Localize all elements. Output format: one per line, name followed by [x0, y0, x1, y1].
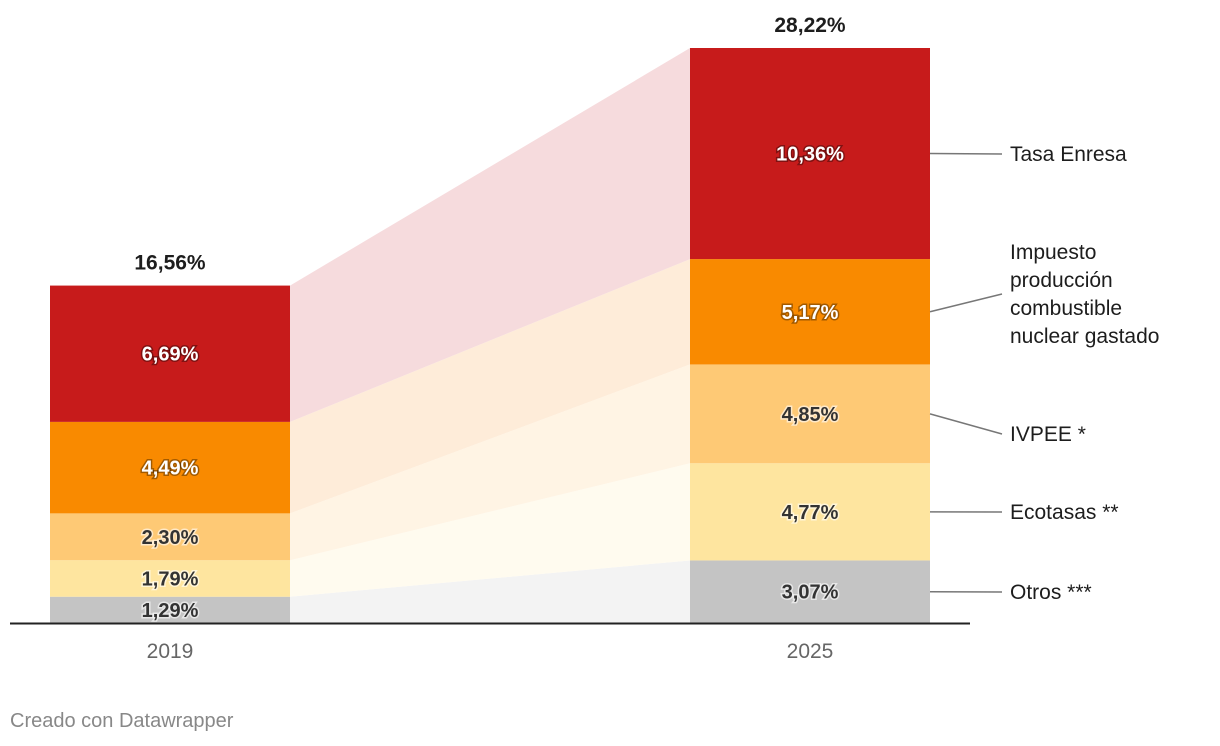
legend-label-line: IVPEE * [1010, 423, 1086, 446]
legend-label-line: Tasa Enresa [1010, 143, 1127, 166]
segment-label-2025-3: 5,17% [782, 302, 839, 324]
legend-label-line: combustible [1010, 297, 1122, 320]
legend-label-4: Tasa Enresa [1010, 143, 1127, 166]
x-tick-label-2019: 2019 [147, 640, 194, 663]
legend: Otros *** Ecotasas ** IVPEE * Impuesto produ… [929, 143, 1159, 604]
connector-bands [290, 48, 690, 623]
total-label-2025: 28,22% [774, 14, 846, 37]
legend-label-line: Ecotasas ** [1010, 501, 1119, 524]
band-4 [290, 48, 690, 422]
band-1 [290, 463, 690, 597]
segment-label-2025-1: 4,77% [782, 502, 839, 524]
legend-label-line: Impuesto [1010, 241, 1096, 264]
total-label-2019: 16,56% [134, 252, 206, 275]
bar-2019-segment-0 [50, 596, 290, 623]
legend-label-line: nuclear gastado [1010, 325, 1159, 348]
bar-2025-segment-3 [690, 259, 930, 365]
legend-label-2: IVPEE * [1010, 423, 1086, 446]
bar-2019-segment-3 [50, 421, 290, 514]
bar-2019-segment-4 [50, 285, 290, 422]
x-axis-labels: 2019 2025 [147, 640, 834, 663]
segment-label-2019-0: 1,29% [142, 600, 199, 622]
total-labels: 16,56% 28,22% [134, 14, 846, 275]
bars [50, 48, 930, 623]
segment-label-2019-2: 2,30% [142, 527, 199, 549]
segment-label-2025-0: 3,07% [782, 582, 839, 604]
segment-label-2025-4: 10,36% [776, 144, 844, 166]
bar-2019-segment-2 [50, 513, 290, 561]
legend-label-0: Otros *** [1010, 581, 1092, 604]
segment-label-2019-4: 6,69% [142, 344, 199, 366]
bar-2019-segment-1 [50, 560, 290, 597]
bar-2025-segment-1 [690, 463, 930, 561]
band-0 [290, 560, 690, 623]
x-tick-label-2025: 2025 [787, 640, 834, 663]
bar-2025-segment-0 [690, 560, 930, 623]
legend-label-line: producción [1010, 269, 1113, 292]
bar-2025-segment-4 [690, 48, 930, 260]
band-2 [290, 364, 690, 561]
segment-label-2019-3: 4,49% [142, 458, 199, 480]
segment-label-2019-1: 1,79% [142, 568, 199, 590]
segment-labels: 1,29% 1,79% 2,30% 4,49% 6,69% 3,07% 4,77% 4,85%… [140, 142, 845, 623]
legend-label-line: Otros *** [1010, 581, 1092, 604]
band-3 [290, 259, 690, 514]
legend-label-1: Ecotasas ** [1010, 501, 1119, 524]
legend-leader-line-2 [929, 413, 1003, 435]
legend-leader-line-3 [929, 293, 1003, 313]
legend-label-3: Impuesto producción combustible nuclear gas… [1010, 241, 1159, 348]
footer-credit: Creado con Datawrapper [10, 710, 234, 732]
segment-label-2025-2: 4,85% [782, 404, 839, 426]
bar-2025-segment-2 [690, 364, 930, 464]
